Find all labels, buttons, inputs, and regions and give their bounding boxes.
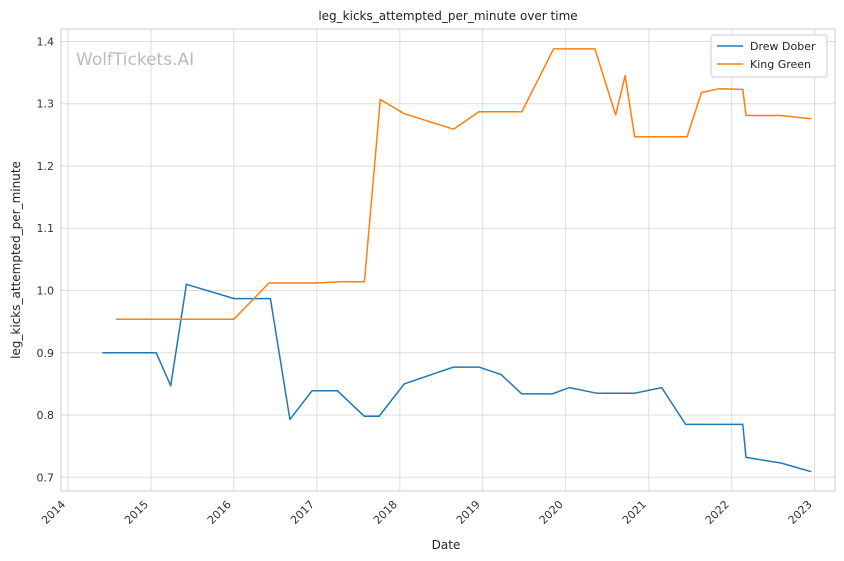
- y-tick-label: 0.8: [37, 409, 55, 422]
- y-tick-label: 1.4: [37, 35, 55, 48]
- legend-label-drew-dober: Drew Dober: [750, 40, 816, 53]
- legend: Drew Dober King Green: [710, 34, 828, 78]
- plot-frame: [60, 28, 836, 492]
- watermark: WolfTickets.AI: [76, 50, 194, 70]
- series-line-drew-dober: [102, 283, 812, 473]
- x-axis-title: Date: [432, 538, 461, 552]
- y-tick-label: 1.2: [37, 160, 55, 173]
- y-tick-label: 0.7: [37, 471, 55, 484]
- series: [102, 48, 812, 473]
- grid: [61, 29, 835, 491]
- y-tick-label: 1.3: [37, 98, 55, 111]
- series-line-king-green: [116, 48, 812, 320]
- y-tick-label: 0.9: [37, 347, 55, 360]
- y-tick-label: 1.0: [37, 285, 55, 298]
- y-axis-title: leg_kicks_attempted_per_minute: [9, 161, 23, 359]
- chart-title: leg_kicks_attempted_per_minute over time: [318, 9, 577, 23]
- y-tick-label: 1.1: [37, 222, 55, 235]
- legend-label-king-green: King Green: [750, 58, 811, 71]
